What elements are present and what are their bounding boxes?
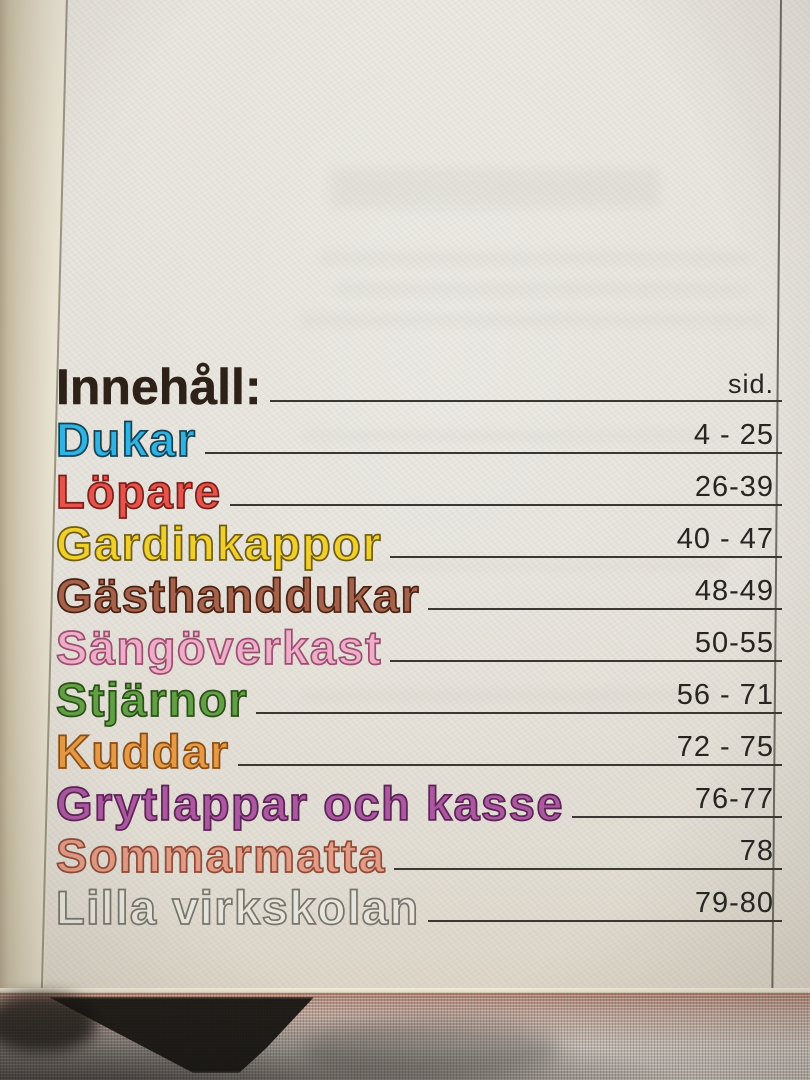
entry-pages: 76-77 bbox=[684, 785, 782, 818]
entry-pages: 4 - 25 bbox=[683, 421, 782, 454]
entry-pages: 40 - 47 bbox=[666, 525, 782, 558]
leader-rule bbox=[229, 452, 685, 506]
toc-entries: Dukar 4 - 25 Löpare 26-39 Gardinkappor 4… bbox=[55, 400, 782, 932]
pages-column-label: sid. bbox=[717, 371, 782, 402]
toc-entry-row: Stjärnor 56 - 71 bbox=[55, 660, 782, 724]
leader-rule bbox=[390, 608, 685, 662]
leader-rule bbox=[269, 350, 718, 402]
entry-pages: 26-39 bbox=[684, 473, 782, 506]
toc-entry-row: Gardinkappor 40 - 47 bbox=[55, 504, 782, 568]
toc-entry-row: Dukar 4 - 25 bbox=[55, 400, 782, 464]
entry-label: Sängöverkast bbox=[55, 621, 383, 674]
toc-entry-row: Lilla virkskolan 79-80 bbox=[55, 868, 782, 932]
entry-label: Kuddar bbox=[55, 725, 230, 778]
entry-pages: 48-49 bbox=[684, 577, 782, 610]
entry-pages: 72 - 75 bbox=[666, 733, 782, 766]
leader-rule bbox=[427, 868, 685, 922]
page-bottom-edge bbox=[0, 988, 810, 994]
fabric-shadow bbox=[300, 1018, 560, 1080]
table-of-contents: Innehåll: sid. Dukar 4 - 25 Löpare 26-39… bbox=[55, 350, 782, 932]
leader-rule bbox=[393, 816, 730, 870]
entry-label: Stjärnor bbox=[55, 673, 249, 726]
leader-rule bbox=[204, 400, 684, 454]
page-title: Innehåll: bbox=[56, 359, 262, 415]
toc-entry-row: Sommarmatta 78 bbox=[55, 816, 782, 880]
entry-pages: 56 - 71 bbox=[666, 681, 782, 714]
entry-label: Gardinkappor bbox=[55, 517, 383, 570]
paper-page bbox=[0, 0, 810, 990]
entry-label: Lilla virkskolan bbox=[55, 881, 420, 934]
entry-label: Dukar bbox=[55, 413, 197, 466]
leader-rule bbox=[237, 712, 667, 766]
leader-rule bbox=[256, 660, 667, 714]
entry-pages: 79-80 bbox=[684, 889, 782, 922]
toc-entry-row: Sängöverkast 50-55 bbox=[55, 608, 782, 672]
entry-pages: 50-55 bbox=[684, 629, 782, 662]
entry-label: Gästhanddukar bbox=[55, 569, 421, 622]
toc-header-row: Innehåll: sid. bbox=[56, 350, 782, 412]
leader-rule bbox=[428, 556, 685, 610]
surface-below-page bbox=[0, 988, 810, 1080]
leader-rule bbox=[572, 764, 685, 818]
entry-pages: 78 bbox=[729, 837, 782, 870]
leader-rule bbox=[390, 504, 667, 558]
entry-label: Grytlappar och kasse bbox=[55, 777, 565, 830]
toc-entry-row: Gästhanddukar 48-49 bbox=[55, 556, 782, 620]
toc-entry-row: Kuddar 72 - 75 bbox=[55, 712, 782, 776]
toc-entry-row: Löpare 26-39 bbox=[55, 452, 782, 516]
entry-label: Löpare bbox=[55, 465, 222, 518]
entry-label: Sommarmatta bbox=[55, 829, 386, 882]
toc-entry-row: Grytlappar och kasse 76-77 bbox=[55, 764, 782, 828]
